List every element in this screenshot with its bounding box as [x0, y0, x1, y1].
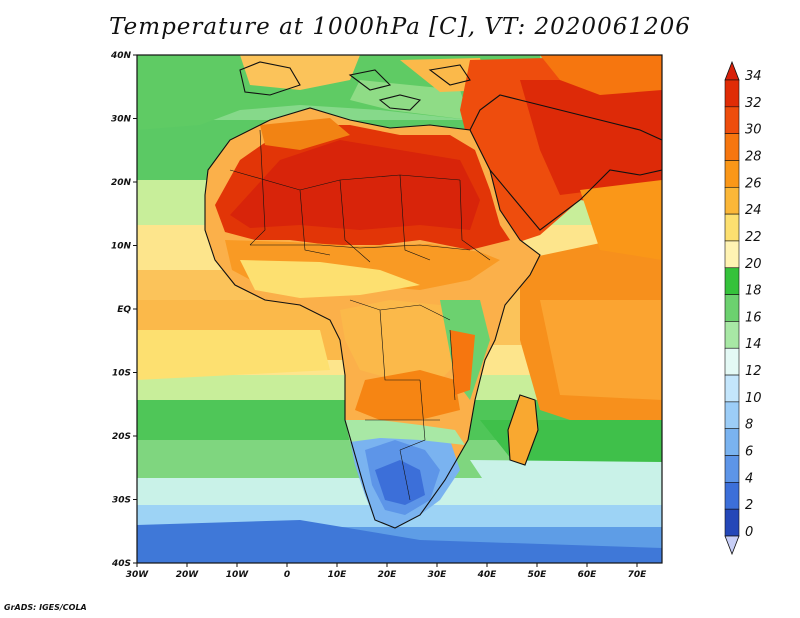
lon-tick-label: 60E	[578, 570, 598, 580]
colorbar-segment	[724, 79, 740, 108]
lon-tick-label: 40E	[477, 570, 498, 580]
lat-tick-label: 10S	[112, 369, 131, 379]
colorbar-label: 32	[745, 96, 762, 111]
latitude-axis: 40N 30N 20N 10N EQ 10S 20S 30S 40S	[110, 51, 137, 569]
colorbar-label: 10	[745, 391, 762, 406]
colorbar-segment	[724, 428, 740, 456]
colorbar-label: 30	[745, 123, 762, 138]
temperature-field	[137, 55, 662, 563]
lon-tick-label: 0	[284, 570, 290, 580]
colorbar-label: 6	[745, 445, 753, 460]
colorbar-segment	[724, 347, 740, 376]
colorbar-segment	[724, 401, 740, 430]
colorbar-segment	[724, 374, 740, 403]
colorbar-label: 24	[745, 203, 762, 218]
lat-tick-label: 40N	[110, 51, 132, 61]
colorbar-label: 22	[745, 230, 762, 245]
lat-tick-label: 20S	[112, 432, 131, 442]
longitude-axis: 30W 20W 10W 0 10E 20E 30E 40E 50E 60E 70E	[126, 563, 647, 580]
lat-tick-label: 40S	[111, 559, 131, 569]
colorbar-segment	[724, 321, 740, 349]
colorbar-segment	[724, 508, 740, 537]
colorbar-label: 2	[745, 498, 753, 513]
lat-tick-label: 30N	[111, 115, 132, 125]
colorbar-segment	[724, 267, 740, 295]
colorbar-label: 20	[745, 257, 762, 272]
lat-tick-label: 10N	[111, 242, 132, 252]
country-borders	[229, 129, 491, 501]
colorbar-segment	[724, 133, 740, 161]
colorbar-label: 34	[745, 69, 762, 84]
colorbar-label: 14	[745, 337, 762, 352]
colorbar-segment	[724, 106, 740, 134]
lon-tick-label: 70E	[628, 570, 648, 580]
map-title: Temperature at 1000hPa [C], VT: 20200612…	[109, 14, 691, 40]
colorbar-label: 8	[745, 418, 753, 433]
footer-credit: GrADS: IGES/COLA	[4, 603, 87, 612]
lat-tick-label: EQ	[117, 305, 131, 315]
colorbar-segment	[724, 294, 740, 322]
colorbar-label: 0	[745, 525, 753, 540]
lon-tick-label: 10E	[328, 570, 348, 580]
lat-tick-label: 30S	[112, 496, 131, 506]
lat-tick-label: 20N	[111, 178, 132, 188]
colorbar-label: 26	[745, 176, 762, 191]
lon-tick-label: 10W	[226, 570, 250, 580]
colorbar-label: 4	[745, 471, 753, 486]
colorbar-segment	[724, 240, 740, 269]
lon-tick-label: 20E	[378, 570, 398, 580]
colorbar-label: 16	[745, 310, 762, 325]
lon-tick-label: 30W	[126, 570, 150, 580]
lon-tick-label: 30E	[428, 570, 448, 580]
colorbar-segment	[724, 455, 740, 483]
colorbar-segment	[724, 482, 740, 510]
colorbar-top-arrow	[724, 60, 740, 81]
colorbar-bottom-arrow	[724, 535, 740, 556]
colorbar-segment	[724, 186, 740, 215]
colorbar-label: 18	[745, 284, 762, 299]
colorbar-label: 28	[745, 149, 762, 164]
colorbar-segment	[724, 213, 740, 242]
lon-tick-label: 20W	[176, 570, 200, 580]
colorbar-segment	[724, 160, 740, 188]
coastlines	[204, 61, 662, 529]
colorbar-label: 12	[745, 364, 762, 379]
lon-tick-label: 50E	[528, 570, 548, 580]
